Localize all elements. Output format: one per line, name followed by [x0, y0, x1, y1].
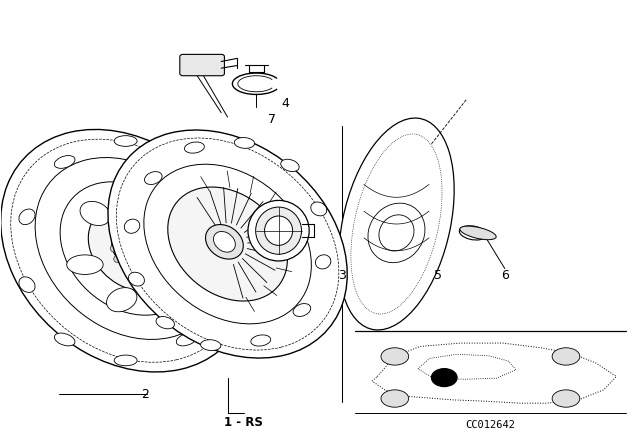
Ellipse shape	[460, 226, 486, 240]
Ellipse shape	[216, 277, 232, 293]
Ellipse shape	[216, 209, 232, 224]
Ellipse shape	[54, 155, 75, 168]
Text: 6: 6	[501, 269, 509, 282]
Ellipse shape	[143, 234, 150, 241]
Ellipse shape	[176, 333, 197, 346]
Ellipse shape	[134, 262, 141, 269]
Ellipse shape	[110, 245, 118, 252]
Text: 5: 5	[434, 269, 442, 282]
Ellipse shape	[127, 185, 157, 209]
Ellipse shape	[248, 200, 309, 261]
Ellipse shape	[552, 348, 580, 365]
Ellipse shape	[19, 277, 35, 293]
Circle shape	[431, 369, 457, 387]
Text: CC012642: CC012642	[465, 420, 515, 430]
Ellipse shape	[251, 335, 271, 346]
Ellipse shape	[281, 159, 299, 172]
Ellipse shape	[88, 206, 176, 291]
Ellipse shape	[146, 245, 154, 252]
Ellipse shape	[154, 271, 184, 296]
Text: 4: 4	[281, 97, 289, 110]
Ellipse shape	[255, 207, 301, 254]
Ellipse shape	[114, 355, 137, 366]
Text: 3: 3	[339, 269, 346, 282]
Text: 1 - RS: 1 - RS	[224, 416, 263, 429]
Ellipse shape	[381, 348, 409, 365]
Ellipse shape	[161, 223, 197, 242]
Ellipse shape	[145, 172, 162, 185]
Ellipse shape	[129, 272, 145, 286]
Ellipse shape	[200, 340, 221, 350]
Text: 7: 7	[268, 113, 276, 126]
Text: 2: 2	[141, 388, 148, 401]
Ellipse shape	[234, 138, 255, 148]
Ellipse shape	[339, 118, 454, 330]
Ellipse shape	[552, 390, 580, 407]
Ellipse shape	[214, 232, 236, 252]
Ellipse shape	[176, 155, 197, 168]
Ellipse shape	[1, 129, 251, 372]
Ellipse shape	[134, 228, 141, 235]
Ellipse shape	[264, 216, 292, 246]
Ellipse shape	[381, 390, 409, 407]
Ellipse shape	[168, 187, 287, 301]
Ellipse shape	[124, 219, 140, 233]
Ellipse shape	[123, 228, 131, 235]
Ellipse shape	[143, 255, 150, 263]
Ellipse shape	[67, 255, 103, 275]
Ellipse shape	[293, 304, 310, 316]
FancyBboxPatch shape	[180, 54, 225, 76]
Ellipse shape	[123, 262, 131, 269]
Ellipse shape	[311, 202, 327, 216]
Ellipse shape	[460, 226, 496, 240]
Ellipse shape	[114, 136, 137, 146]
Ellipse shape	[316, 255, 331, 269]
Ellipse shape	[106, 288, 137, 312]
Ellipse shape	[184, 142, 204, 153]
Ellipse shape	[114, 255, 122, 263]
Ellipse shape	[205, 224, 243, 259]
Ellipse shape	[114, 234, 122, 241]
Ellipse shape	[156, 317, 175, 329]
Ellipse shape	[19, 209, 35, 224]
Ellipse shape	[108, 130, 348, 358]
Ellipse shape	[112, 229, 152, 268]
Ellipse shape	[54, 333, 75, 346]
Ellipse shape	[80, 202, 111, 225]
